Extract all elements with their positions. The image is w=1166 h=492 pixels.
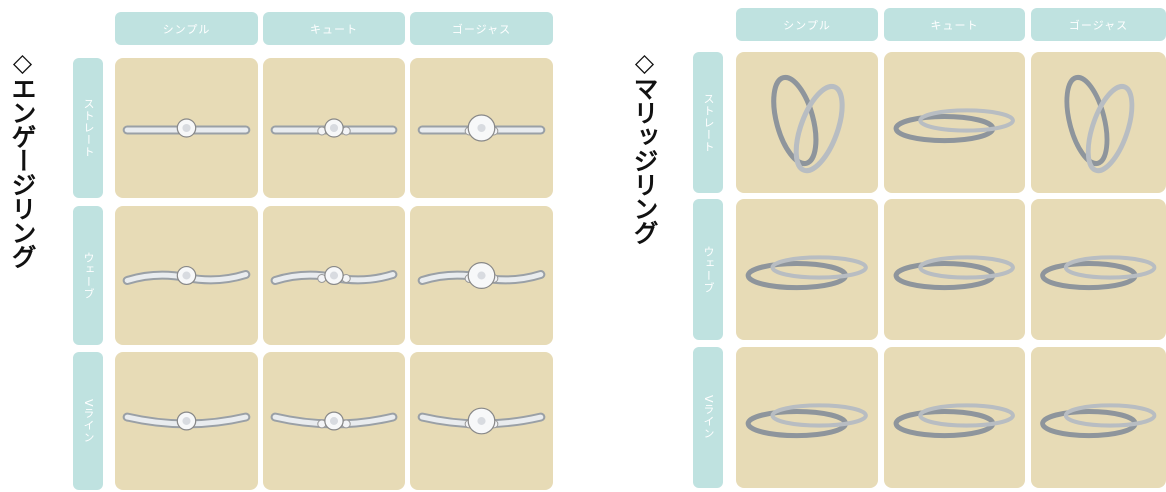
ring-cell — [115, 58, 258, 198]
ring-image — [270, 265, 398, 286]
ring-image — [417, 114, 546, 142]
ring-cell — [410, 352, 553, 490]
row-label: ウェーブ — [82, 251, 95, 300]
ring-image — [1040, 255, 1157, 291]
ring-image — [122, 411, 251, 431]
row-header: Vライン — [73, 352, 103, 490]
row-header: ウェーブ — [693, 199, 723, 340]
column-header: ゴージャス — [1031, 8, 1166, 41]
row-label: Vライン — [82, 398, 95, 444]
ring-cell — [410, 58, 553, 198]
ring-cell — [115, 352, 258, 490]
ring-image — [122, 118, 251, 138]
row-label: ストレート — [702, 92, 715, 153]
ring-cell — [115, 206, 258, 345]
section-title: ◇エンゲージリング — [8, 48, 37, 268]
ring-cell — [736, 347, 878, 488]
column-header: ゴージャス — [410, 12, 553, 45]
row-label: Vライン — [702, 395, 715, 440]
ring-image — [1040, 403, 1157, 439]
ring-image — [771, 74, 845, 174]
ring-cell — [263, 206, 405, 345]
section-title: ◇マリッジリング — [630, 48, 659, 244]
ring-image — [122, 265, 251, 286]
ring-cell — [263, 58, 405, 198]
row-header: Vライン — [693, 347, 723, 488]
ring-cell — [1031, 52, 1166, 193]
column-header: シンプル — [736, 8, 878, 41]
column-header: キュート — [884, 8, 1025, 41]
column-header: キュート — [263, 12, 405, 45]
ring-cell — [884, 347, 1025, 488]
ring-cell — [1031, 347, 1166, 488]
ring-cell — [263, 352, 405, 490]
row-label: ストレート — [82, 98, 95, 158]
ring-image — [745, 403, 868, 439]
ring-cell — [736, 199, 878, 340]
ring-cell — [410, 206, 553, 345]
ring-image — [893, 255, 1015, 291]
ring-image — [1064, 74, 1135, 174]
ring-image — [893, 403, 1015, 439]
ring-image — [270, 118, 398, 138]
ring-image — [270, 411, 398, 431]
row-label: ウェーブ — [702, 245, 715, 294]
ring-cell — [884, 52, 1025, 193]
ring-image — [893, 108, 1015, 144]
ring-image — [417, 407, 546, 435]
row-header: ストレート — [73, 58, 103, 198]
ring-cell — [884, 199, 1025, 340]
ring-cell — [1031, 199, 1166, 340]
row-header: ウェーブ — [73, 206, 103, 345]
ring-image — [745, 255, 868, 291]
ring-image — [417, 261, 546, 290]
row-header: ストレート — [693, 52, 723, 193]
column-header: シンプル — [115, 12, 258, 45]
ring-cell — [736, 52, 878, 193]
